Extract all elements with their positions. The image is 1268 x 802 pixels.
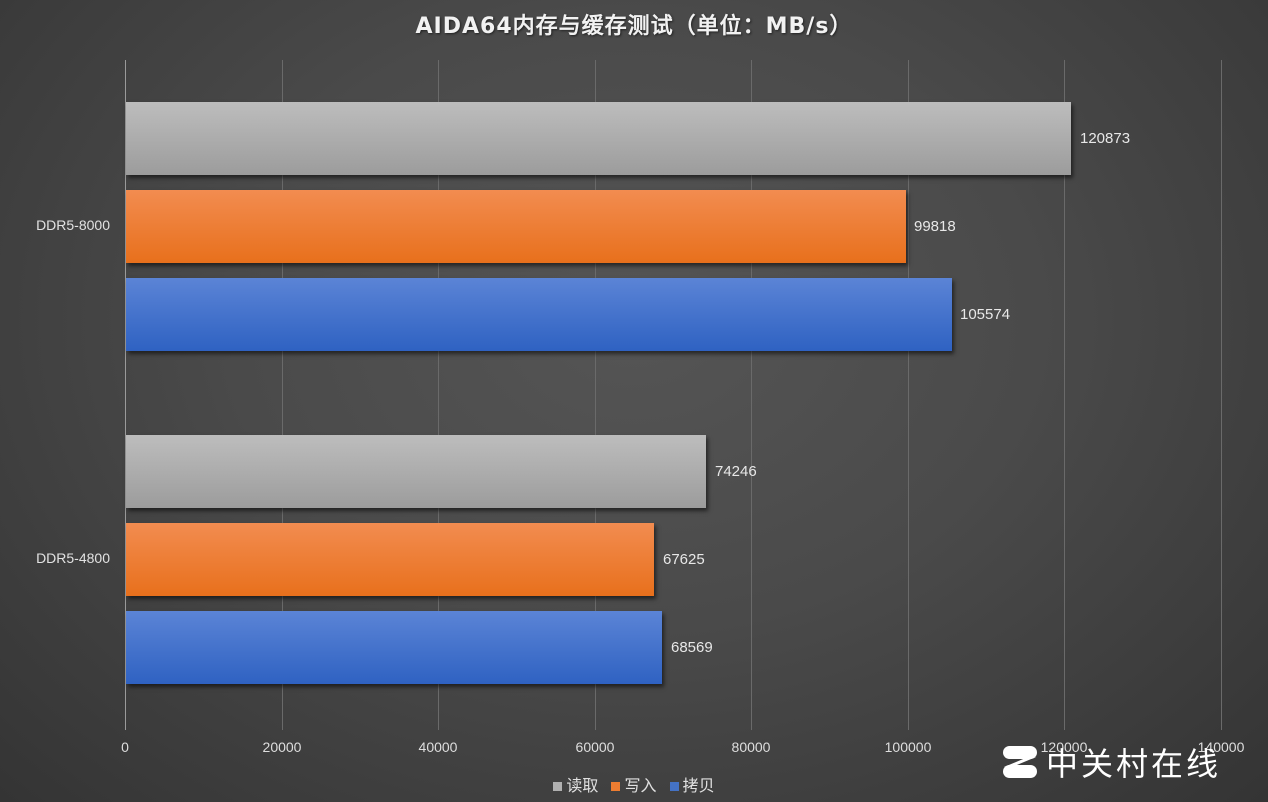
gridline — [751, 60, 752, 730]
data-label: 120873 — [1080, 130, 1131, 147]
data-label: 99818 — [914, 218, 956, 235]
legend-swatch-orange — [611, 782, 621, 791]
legend-swatch-blue — [669, 782, 679, 791]
x-tick-label: 140000 — [1197, 739, 1245, 755]
data-label: 74246 — [715, 463, 757, 480]
gridline — [595, 60, 596, 730]
x-tick-label: 60000 — [575, 739, 615, 755]
x-tick-label: 100000 — [884, 739, 932, 755]
x-tick-label: 40000 — [418, 739, 458, 755]
x-tick-label: 20000 — [262, 739, 302, 755]
data-label: 68569 — [671, 639, 713, 656]
legend-item-write: 写入 — [611, 772, 657, 796]
gridline — [908, 60, 909, 730]
legend-swatch-gray — [553, 782, 563, 791]
bar-ddr5-4800-write — [126, 523, 654, 596]
gridline — [1221, 60, 1222, 730]
y-axis-line — [125, 60, 126, 730]
bar-ddr5-4800-read — [126, 435, 706, 508]
x-tick-label: 80000 — [731, 739, 771, 755]
watermark-text: 中关村在线 — [1046, 745, 1222, 783]
chart-title: AIDA64内存与缓存测试（单位：MB/s） — [415, 14, 853, 39]
legend: 读取 写入 拷贝 — [0, 772, 1268, 796]
category-label-ddr5-4800: DDR5-4800 — [36, 550, 110, 566]
bar-ddr5-8000-write — [126, 190, 906, 263]
bar-ddr5-4800-copy — [126, 611, 662, 684]
x-tick-label: 0 — [121, 739, 129, 755]
watermark: 中关村在线 — [1002, 742, 1222, 783]
data-label: 105574 — [960, 306, 1011, 323]
data-label: 67625 — [663, 551, 705, 568]
gridline — [438, 60, 439, 730]
category-label-ddr5-8000: DDR5-8000 — [36, 217, 110, 233]
gridline — [282, 60, 283, 730]
x-tick-label: 120000 — [1040, 739, 1088, 755]
bar-ddr5-8000-read — [126, 102, 1071, 175]
zol-logo-icon — [1003, 746, 1037, 778]
legend-item-read: 读取 — [553, 772, 598, 796]
bar-ddr5-8000-copy — [126, 278, 952, 351]
gridline — [1064, 60, 1065, 730]
legend-item-copy: 拷贝 — [669, 772, 715, 796]
